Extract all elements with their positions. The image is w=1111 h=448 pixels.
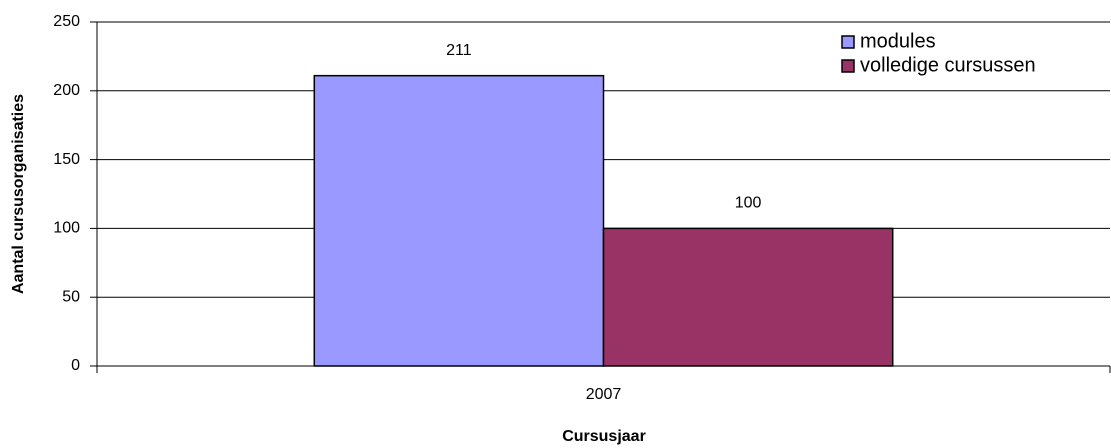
legend-swatch [841,59,855,73]
x-tick-label: 2007 [586,386,622,403]
legend-label: volledige cursussen [860,54,1036,76]
y-tick-label: 100 [53,220,80,237]
data-label: 100 [735,195,762,212]
data-label: 211 [446,42,472,59]
legend-label: modules [860,30,936,52]
y-tick-label: 50 [62,288,80,305]
y-tick-label: 0 [71,357,80,374]
y-tick-label: 250 [53,13,80,30]
y-axis-label: Aantal cursusorganisaties [10,94,27,294]
y-tick-label: 200 [53,82,80,99]
y-tick-label: 150 [53,151,80,168]
bar [602,227,894,367]
x-axis-label: Cursusjaar [562,428,646,445]
bar [313,74,605,367]
legend-swatch [841,35,855,49]
